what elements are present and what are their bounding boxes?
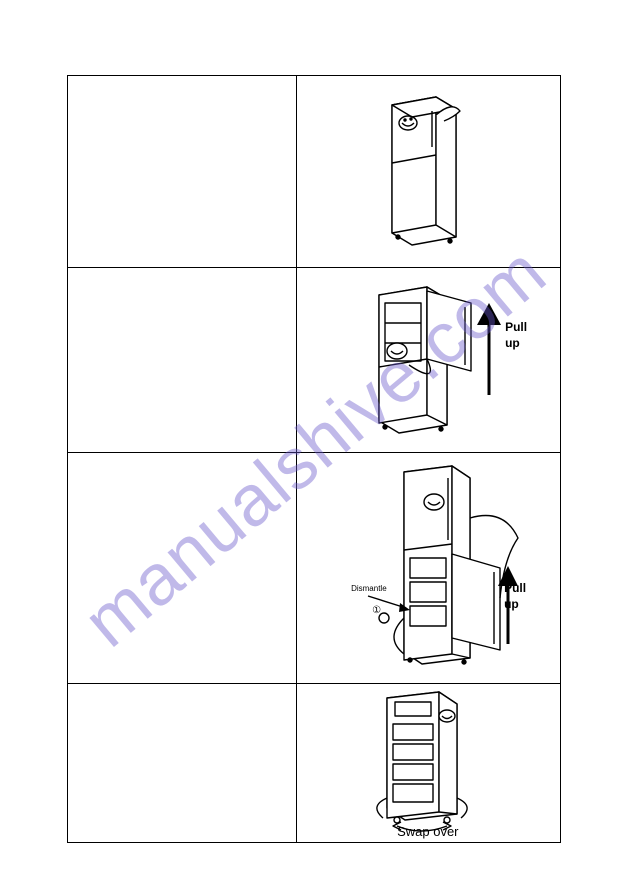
step2-label-pull: Pull [505,320,527,334]
step2-text-cell [68,268,297,452]
instruction-grid: Pull up [67,75,561,843]
step3-image-cell: Dismantle ① Pull up [297,453,560,683]
step4-caption: Swap over [397,824,458,839]
step-row-2: Pull up [68,267,560,452]
step2-image-cell: Pull up [297,268,560,452]
step4-text-cell [68,684,297,842]
fridge-top-door-pull-icon [309,275,549,445]
step-row-3: Dismantle ① Pull up [68,452,560,683]
step2-label-up: up [505,336,520,350]
step3-label-num: ① [372,605,381,616]
step3-label-pull: Pull [504,581,526,595]
step3-label-up: up [504,597,519,611]
fridge-closed-icon [374,87,484,257]
step1-image-cell [297,76,560,267]
fridge-swap-feet-icon [339,688,519,838]
step3-label-dismantle: Dismantle [351,584,387,593]
step-row-1 [68,76,560,267]
step4-image-cell: Swap over [297,684,560,842]
step3-text-cell [68,453,297,683]
step-row-4: Swap over [68,683,560,842]
fridge-bottom-door-pull-icon [304,458,554,678]
step1-text-cell [68,76,297,267]
